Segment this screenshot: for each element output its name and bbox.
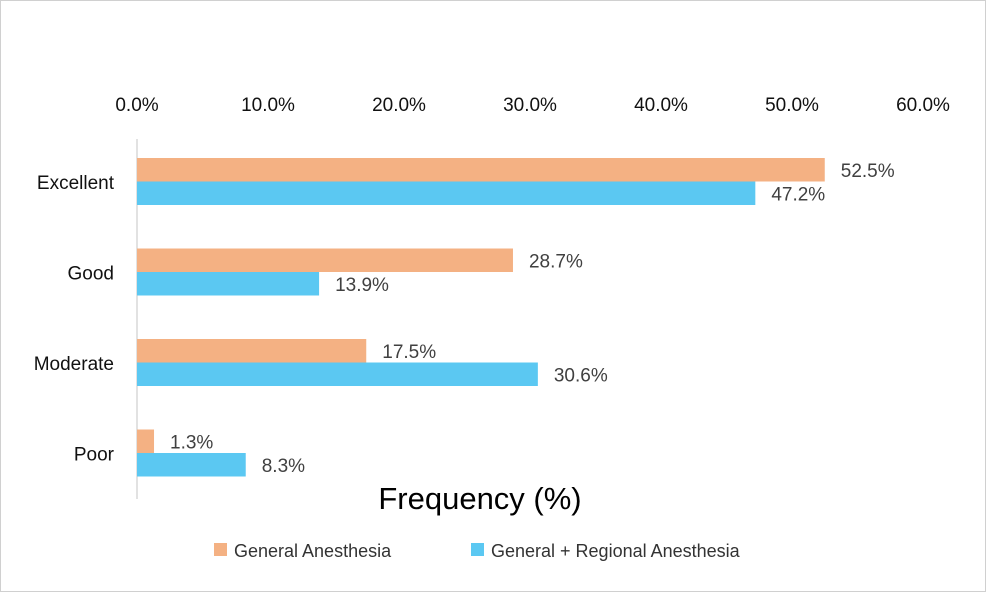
x-axis-ticks: 0.0% 10.0% 20.0% 30.0% 40.0% 50.0% 60.0%: [115, 95, 950, 116]
data-labels: 52.5% 47.2% 28.7% 13.9% 17.5% 30.6% 1.3% 8.3%: [170, 161, 895, 477]
bar-general-regional-anesthesia: [137, 181, 756, 205]
bar-group: [137, 158, 825, 477]
legend-swatch-general-anesthesia: [214, 543, 227, 556]
data-label: 1.3%: [170, 432, 213, 453]
category-label: Poor: [74, 445, 115, 466]
x-tick-label: 20.0%: [372, 95, 426, 116]
x-axis-title: Frequency (%): [378, 481, 581, 516]
category-label: Moderate: [34, 354, 114, 375]
bar-general-regional-anesthesia: [137, 272, 320, 296]
bar-general-regional-anesthesia: [137, 453, 246, 477]
category-labels: Excellent Good Moderate Poor: [34, 173, 115, 466]
data-label: 47.2%: [771, 184, 825, 205]
data-label: 52.5%: [841, 161, 895, 182]
x-tick-label: 10.0%: [241, 95, 295, 116]
category-label: Good: [68, 264, 114, 285]
legend-label: General Anesthesia: [234, 541, 392, 561]
bar-general-anesthesia: [137, 339, 367, 363]
x-tick-label: 50.0%: [765, 95, 819, 116]
data-label: 30.6%: [554, 365, 608, 386]
legend-label: General + Regional Anesthesia: [491, 541, 741, 561]
bar-general-anesthesia: [137, 429, 155, 453]
x-tick-label: 0.0%: [115, 95, 158, 116]
category-label: Excellent: [37, 173, 115, 194]
x-tick-label: 40.0%: [634, 95, 688, 116]
bar-general-anesthesia: [137, 158, 825, 182]
legend-swatch-general-regional-anesthesia: [471, 543, 484, 556]
legend: General Anesthesia General + Regional Ane…: [214, 541, 741, 561]
bar-general-regional-anesthesia: [137, 362, 538, 386]
data-label: 17.5%: [382, 342, 436, 363]
data-label: 8.3%: [262, 456, 305, 477]
x-tick-label: 30.0%: [503, 95, 557, 116]
bar-general-anesthesia: [137, 248, 513, 272]
data-label: 28.7%: [529, 251, 583, 272]
x-tick-label: 60.0%: [896, 95, 950, 116]
data-label: 13.9%: [335, 275, 389, 296]
